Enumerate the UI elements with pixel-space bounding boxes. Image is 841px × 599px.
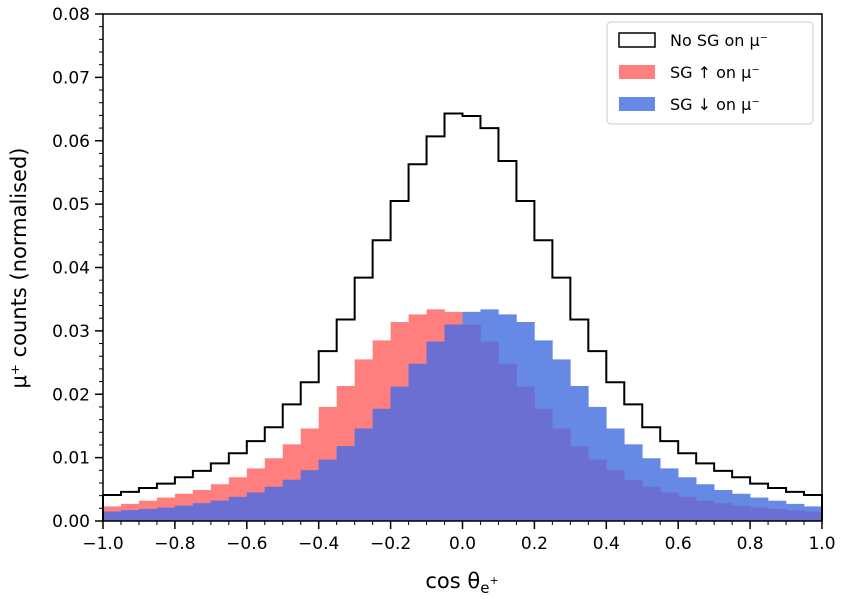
overlap-bar-23 <box>516 386 535 521</box>
overlap-bar-7 <box>228 496 248 521</box>
overlap-bar-20 <box>462 324 481 521</box>
overlap-bar-24 <box>534 408 553 521</box>
legend-swatch-sg-down <box>619 97 655 111</box>
x-tick-label-5: 0.0 <box>449 534 476 554</box>
y-tick-label-8: 0.08 <box>52 5 90 25</box>
x-axis-label-sup: + <box>489 574 498 587</box>
x-tick-label-3: −0.4 <box>298 534 339 554</box>
overlap-bar-17 <box>408 363 427 521</box>
x-axis-label-sub: e <box>480 579 489 597</box>
overlap-bar-26 <box>570 446 589 521</box>
overlap-bar-38 <box>786 510 805 521</box>
overlap-bar-4 <box>174 505 194 521</box>
overlap-bar-32 <box>678 496 697 521</box>
overlap-bar-28 <box>606 470 625 521</box>
overlap-bar-31 <box>660 492 679 521</box>
legend-label-sg-down: SG ↓ on μ⁻ <box>670 95 760 114</box>
overlap-bar-36 <box>750 507 769 521</box>
x-tick-label-2: −0.6 <box>226 534 267 554</box>
x-axis-label-main: cos θ <box>425 569 480 593</box>
legend-swatch-sg-up <box>619 65 655 79</box>
y-tick-label-2: 0.02 <box>52 385 90 405</box>
overlap-bar-1 <box>120 510 140 521</box>
y-tick-label-4: 0.04 <box>52 259 90 279</box>
y-axis-label: μ⁺ counts (normalised) <box>7 148 31 389</box>
no-sg-step-line <box>102 112 823 521</box>
step-series-layer <box>102 112 823 521</box>
legend-swatch-no-sg <box>618 32 656 48</box>
x-tick-label-6: 0.2 <box>521 534 548 554</box>
overlap-bar-30 <box>642 486 661 521</box>
overlap-layer <box>103 324 823 521</box>
x-tick-label-0: −1.0 <box>82 534 123 554</box>
overlap-bar-35 <box>732 505 751 521</box>
y-axis-ticks: 0.00 0.01 0.02 0.03 0.04 0.05 0.06 0.07 0.08 <box>52 5 103 532</box>
overlap-bar-0 <box>103 511 122 521</box>
overlap-bar-21 <box>480 341 499 521</box>
overlap-bar-5 <box>192 503 212 521</box>
x-tick-label-9: 0.8 <box>737 534 764 554</box>
legend-label-no-sg: No SG on μ⁻ <box>670 31 768 50</box>
overlap-bar-11 <box>300 470 319 521</box>
overlap-bar-33 <box>696 500 715 521</box>
overlap-bar-6 <box>210 500 230 521</box>
x-tick-label-4: −0.2 <box>370 534 411 554</box>
overlap-bar-25 <box>552 428 571 521</box>
overlap-bar-13 <box>336 446 355 521</box>
y-tick-label-3: 0.03 <box>52 322 90 342</box>
overlap-bar-39 <box>804 511 823 521</box>
overlap-bar-22 <box>498 363 517 521</box>
overlap-bar-16 <box>390 386 409 521</box>
y-tick-label-7: 0.07 <box>52 68 90 88</box>
overlap-bar-12 <box>318 459 337 521</box>
overlap-bar-9 <box>264 486 284 521</box>
overlap-bar-37 <box>768 508 787 521</box>
overlap-bar-29 <box>624 479 643 521</box>
overlap-bar-34 <box>714 503 733 521</box>
overlap-bar-18 <box>426 341 445 521</box>
x-tick-label-7: 0.4 <box>593 534 620 554</box>
x-tick-label-1: −0.8 <box>154 534 195 554</box>
overlap-bar-14 <box>354 428 373 521</box>
x-tick-label-8: 0.6 <box>665 534 692 554</box>
legend: No SG on μ⁻ SG ↑ on μ⁻ SG ↓ on μ⁻ <box>606 21 814 125</box>
y-tick-label-5: 0.05 <box>52 195 90 215</box>
x-axis-label: cos θe+ <box>425 569 498 597</box>
overlap-bar-27 <box>588 459 607 521</box>
y-tick-label-6: 0.06 <box>52 132 90 152</box>
legend-label-sg-up: SG ↑ on μ⁻ <box>670 63 760 82</box>
overlap-bar-2 <box>138 508 158 521</box>
y-tick-label-1: 0.01 <box>52 449 90 469</box>
x-axis-ticks: −1.0 −0.8 −0.6 −0.4 −0.2 0.0 0.2 0.4 0.6 0.8 1.0 <box>82 521 836 554</box>
legend-frame <box>606 21 814 125</box>
overlap-bar-3 <box>156 507 176 521</box>
overlap-bar-15 <box>372 408 391 521</box>
overlap-bar-19 <box>444 324 463 521</box>
y-tick-label-0: 0.00 <box>52 512 90 532</box>
overlap-bar-8 <box>246 492 266 521</box>
overlap-bar-10 <box>282 479 302 521</box>
x-tick-label-10: 1.0 <box>808 534 835 554</box>
